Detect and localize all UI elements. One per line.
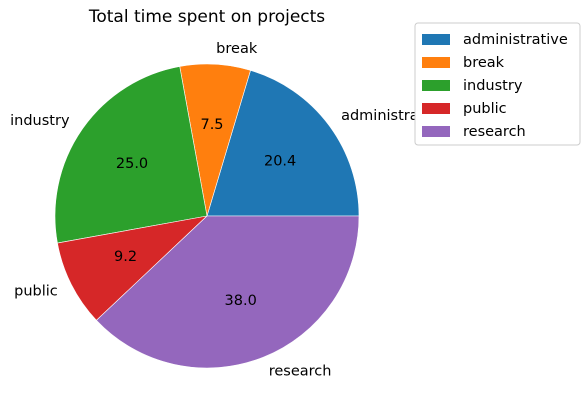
legend-label-research: research — [463, 124, 526, 140]
pie-slices — [54, 63, 360, 369]
category-label-industry: industry — [10, 113, 70, 129]
pie-slice-administrative — [206, 69, 360, 217]
legend-swatch-industry — [422, 80, 450, 91]
legend-label-public: public — [463, 101, 507, 117]
legend-swatch-research — [422, 126, 450, 137]
legend-label-break: break — [463, 55, 505, 71]
legend-swatch-break — [422, 57, 450, 68]
legend-swatch-administrative — [422, 34, 450, 45]
legend-items: administrative break industry public researc… — [422, 32, 568, 140]
legend-label-industry: industry — [463, 78, 523, 94]
legend-label-administrative: administrative — [463, 32, 568, 48]
chart-title: Total time spent on projects — [88, 7, 325, 27]
value-label-administrative: 20.4 — [264, 154, 296, 170]
legend: administrative break industry public researc… — [414, 22, 581, 146]
pie-slice-public — [57, 215, 208, 321]
value-label-public: 9.2 — [114, 249, 137, 265]
category-label-research: research — [269, 363, 332, 379]
pie-slice-research — [96, 215, 360, 369]
legend-swatch-public — [422, 103, 450, 114]
value-label-industry: 25.0 — [116, 156, 148, 172]
pie-value-labels: 20.4 7.5 25.0 9.2 38.0 — [114, 117, 296, 309]
value-label-break: 7.5 — [200, 117, 223, 133]
category-label-break: break — [216, 41, 258, 57]
category-label-public: public — [14, 283, 58, 299]
legend-frame — [414, 22, 581, 146]
pie-slice-industry — [54, 66, 208, 244]
value-label-research: 38.0 — [225, 293, 257, 309]
